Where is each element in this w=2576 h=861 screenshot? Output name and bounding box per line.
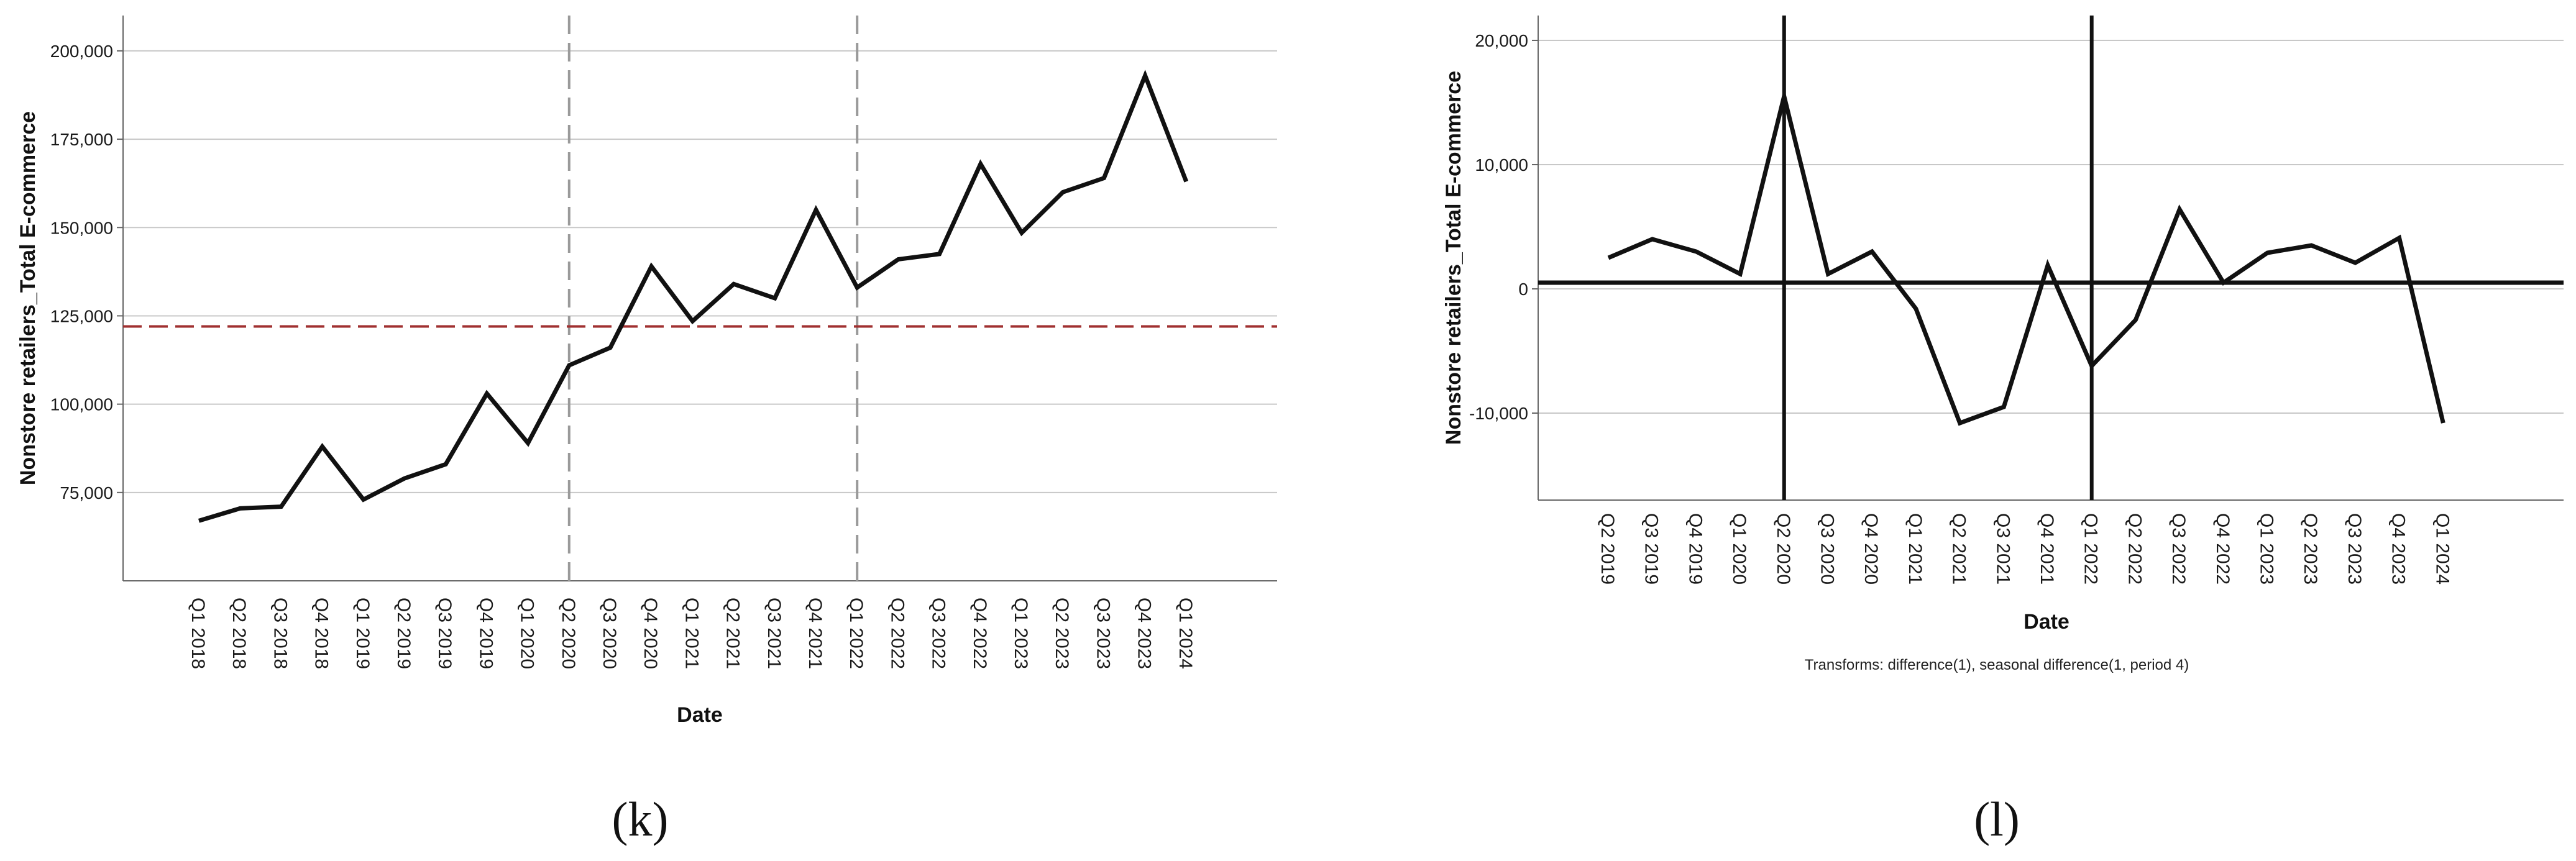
l-y-axis-title: Nonstore retailers_Total E-commerce <box>1442 71 1465 445</box>
l-x-tick-label: Q4 2022 <box>2212 513 2233 585</box>
l-x-tick-label: Q2 2022 <box>2124 513 2145 585</box>
k-y-tick-label: 200,000 <box>50 42 113 61</box>
l-transform-note: Transforms: difference(1), seasonal diff… <box>1805 657 2189 673</box>
k-x-tick-label: Q3 2023 <box>1093 598 1113 669</box>
k-y-axis-title: Nonstore retailers_Total E-commerce <box>16 111 40 485</box>
k-x-tick-label: Q1 2023 <box>1011 598 1031 669</box>
k-x-tick-label: Q4 2023 <box>1134 598 1155 669</box>
l-x-tick-label: Q4 2021 <box>2037 513 2057 585</box>
k-x-tick-label: Q4 2020 <box>640 598 661 669</box>
l-x-tick-label: Q3 2020 <box>1817 513 1838 585</box>
chart-l: -10,000 0 10,000 20,000 Q2 2019 Q3 2019 Q4 20… <box>1442 16 2564 846</box>
l-x-axis-title: Date <box>2024 610 2070 634</box>
l-x-ticks: Q2 2019 Q3 2019 Q4 2019 Q1 2020 Q2 2020 Q3 20… <box>1597 513 2452 585</box>
k-x-tick-label: Q1 2022 <box>846 598 866 669</box>
l-panel-label: (l) <box>1974 792 2020 846</box>
k-series <box>198 70 1189 523</box>
l-y-ticks: -10,000 0 10,000 20,000 <box>1469 31 1538 423</box>
l-series-line <box>1607 87 2445 426</box>
l-vertical-markers <box>1782 16 2094 500</box>
l-x-tick-label: Q3 2022 <box>2168 513 2189 585</box>
k-x-tick-label: Q4 2022 <box>969 598 990 669</box>
k-panel-label: (k) <box>612 792 669 846</box>
k-x-tick-label: Q2 2019 <box>393 598 414 669</box>
k-y-tick-label: 125,000 <box>50 306 113 326</box>
l-y-tick-label: 0 <box>1518 280 1528 299</box>
l-x-tick-label: Q4 2020 <box>1861 513 1881 585</box>
k-x-tick-label: Q1 2019 <box>352 598 373 669</box>
k-x-tick-label: Q4 2019 <box>475 598 496 669</box>
l-x-tick-label: Q1 2023 <box>2257 513 2277 585</box>
l-x-tick-label: Q4 2019 <box>1685 513 1705 585</box>
l-x-tick-label: Q3 2023 <box>2344 513 2365 585</box>
k-x-tick-label: Q3 2019 <box>434 598 455 669</box>
l-y-tick-label: 20,000 <box>1475 31 1528 50</box>
k-y-tick-label: 150,000 <box>50 218 113 237</box>
k-x-tick-label: Q1 2021 <box>681 598 702 669</box>
l-x-tick-label: Q3 2021 <box>1992 513 2013 585</box>
k-vertical-markers <box>567 16 859 581</box>
k-x-axis-title: Date <box>677 703 723 727</box>
k-x-tick-label: Q2 2018 <box>229 598 249 669</box>
k-x-tick-label: Q1 2020 <box>517 598 538 669</box>
l-y-tick-label: 10,000 <box>1475 155 1528 175</box>
chart-k: 75,000 100,000 125,000 150,000 175,000 200,00… <box>16 16 1277 846</box>
k-x-tick-label: Q1 2018 <box>188 598 208 669</box>
l-x-tick-label: Q2 2023 <box>2300 513 2321 585</box>
k-x-tick-label: Q2 2020 <box>558 598 579 669</box>
l-x-tick-label: Q1 2021 <box>1905 513 1925 585</box>
l-gridlines <box>1538 40 2564 414</box>
k-x-tick-label: Q3 2021 <box>764 598 784 669</box>
k-x-tick-label: Q3 2020 <box>599 598 620 669</box>
k-y-tick-label: 100,000 <box>50 395 113 414</box>
l-series <box>1607 87 2445 426</box>
l-x-tick-label: Q2 2019 <box>1597 513 1618 585</box>
k-gridlines <box>123 50 1277 493</box>
l-x-tick-label: Q1 2022 <box>2081 513 2101 585</box>
k-y-tick-label: 175,000 <box>50 130 113 149</box>
k-x-tick-label: Q1 2024 <box>1175 598 1196 669</box>
k-series-line <box>198 70 1189 523</box>
l-x-tick-label: Q1 2024 <box>2432 513 2452 585</box>
l-x-tick-label: Q3 2019 <box>1641 513 1662 585</box>
k-x-tick-label: Q2 2021 <box>723 598 743 669</box>
k-x-tick-label: Q3 2022 <box>928 598 949 669</box>
k-y-tick-label: 75,000 <box>60 483 113 503</box>
k-x-tick-label: Q2 2023 <box>1052 598 1072 669</box>
l-x-tick-label: Q2 2020 <box>1773 513 1794 585</box>
k-x-tick-label: Q4 2018 <box>311 598 332 669</box>
l-x-tick-label: Q2 2021 <box>1949 513 1969 585</box>
k-y-ticks: 75,000 100,000 125,000 150,000 175,000 200,00… <box>50 42 123 503</box>
k-x-tick-label: Q3 2018 <box>270 598 290 669</box>
l-x-tick-label: Q4 2023 <box>2388 513 2409 585</box>
k-x-tick-label: Q4 2021 <box>805 598 825 669</box>
k-x-ticks: Q1 2018 Q2 2018 Q3 2018 Q4 2018 Q1 2019 Q2 20… <box>188 598 1196 669</box>
k-x-tick-label: Q2 2022 <box>887 598 907 669</box>
l-x-tick-label: Q1 2020 <box>1729 513 1749 585</box>
l-y-tick-label: -10,000 <box>1469 404 1528 423</box>
